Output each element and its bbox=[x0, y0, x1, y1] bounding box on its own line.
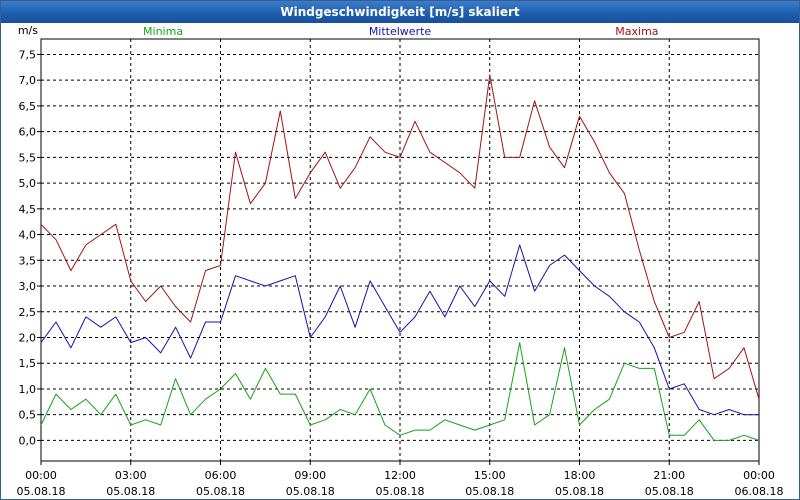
legend-entry-maxima: Maxima bbox=[615, 25, 658, 38]
series-line-maxima bbox=[40, 74, 760, 400]
x-tick-time: 06:00 bbox=[205, 469, 237, 482]
grid-lines bbox=[41, 39, 759, 461]
x-tick-date: 05.08.18 bbox=[196, 485, 245, 498]
x-tick-date: 05.08.18 bbox=[17, 485, 66, 498]
x-tick-time: 00:00 bbox=[25, 469, 57, 482]
x-tick-date: 05.08.18 bbox=[286, 485, 335, 498]
y-tick-label: 5,0 bbox=[19, 177, 37, 190]
y-tick-label: 4,0 bbox=[19, 229, 37, 242]
y-tick-label: 1,5 bbox=[19, 357, 37, 370]
x-tick-time: 18:00 bbox=[564, 469, 596, 482]
x-tick-time: 21:00 bbox=[653, 469, 685, 482]
legend-entry-mittelwerte: Mittelwerte bbox=[369, 25, 432, 38]
y-tick-labels: 0,0 0,5 1,0 1,5 2,0 2,5 3,0 3,5 4,0 4,5 5,0 5,5 6,0 6… bbox=[18, 24, 38, 447]
y-tick-label: 1,0 bbox=[19, 383, 37, 396]
y-axis-label: m/s bbox=[18, 24, 38, 37]
y-tick-label: 7,5 bbox=[19, 48, 37, 61]
y-tick-label: 7,0 bbox=[19, 74, 37, 87]
y-tick-label: 2,5 bbox=[19, 306, 37, 319]
x-tick-date: 05.08.18 bbox=[376, 485, 425, 498]
y-tick-label: 0,5 bbox=[19, 409, 37, 422]
axes bbox=[37, 38, 760, 465]
x-tick-date: 05.08.18 bbox=[465, 485, 514, 498]
y-tick-label: 2,0 bbox=[19, 331, 37, 344]
y-tick-label: 5,5 bbox=[19, 151, 37, 164]
y-tick-label: 4,5 bbox=[19, 203, 37, 216]
series-lines bbox=[40, 74, 760, 441]
x-tick-labels: 00:00 05.08.18 03:00 05.08.18 06:00 05.08.18 0… bbox=[17, 469, 784, 498]
legend-entry-minima: Minima bbox=[143, 25, 183, 38]
y-tick-label: 3,5 bbox=[19, 254, 37, 267]
legend: Minima Mittelwerte Maxima bbox=[143, 25, 659, 38]
series-line-mittelwerte bbox=[40, 244, 759, 416]
series-line-minima bbox=[40, 342, 760, 441]
x-tick-date: 06.08.18 bbox=[735, 485, 784, 498]
x-tick-date: 05.08.18 bbox=[645, 485, 694, 498]
y-tick-label: 0,0 bbox=[19, 434, 37, 447]
x-tick-time: 12:00 bbox=[384, 469, 416, 482]
y-tick-label: 6,0 bbox=[19, 126, 37, 139]
x-tick-time: 15:00 bbox=[474, 469, 506, 482]
x-tick-time: 09:00 bbox=[294, 469, 326, 482]
y-tick-label: 3,0 bbox=[19, 280, 37, 293]
x-tick-date: 05.08.18 bbox=[106, 485, 155, 498]
y-tick-label: 6,5 bbox=[19, 100, 37, 113]
x-tick-time: 03:00 bbox=[115, 469, 147, 482]
chart-title: Windgeschwindigkeit [m/s] skaliert bbox=[1, 1, 799, 23]
x-tick-time: 00:00 bbox=[743, 469, 775, 482]
x-tick-date: 05.08.18 bbox=[555, 485, 604, 498]
